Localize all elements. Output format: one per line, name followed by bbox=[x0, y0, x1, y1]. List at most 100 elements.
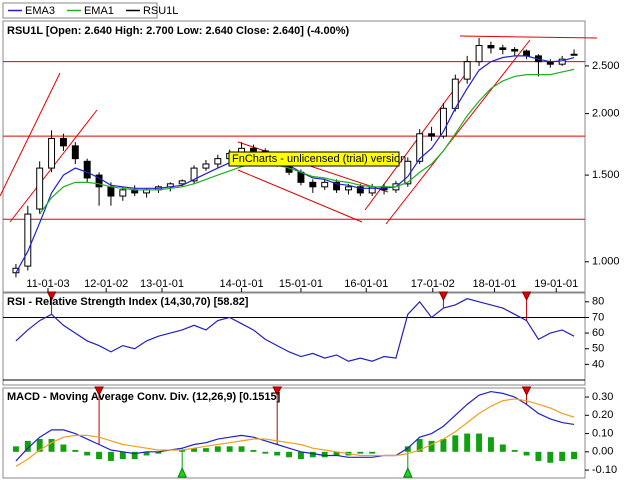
x-tick-label: 14-01-01 bbox=[220, 278, 264, 290]
x-tick-label: 12-01-02 bbox=[84, 278, 128, 290]
histogram-bar bbox=[226, 446, 233, 452]
trial-label: FnCharts - unlicensed (trial) version bbox=[232, 153, 406, 165]
candle-body bbox=[119, 189, 127, 197]
y-tick-label: 0.30 bbox=[592, 391, 613, 403]
candle-body bbox=[570, 53, 578, 56]
candle-body bbox=[202, 163, 210, 169]
histogram-bar bbox=[297, 451, 304, 460]
histogram-bar bbox=[369, 451, 376, 454]
histogram-bar bbox=[107, 451, 114, 461]
y-tick-label: 1.000 bbox=[592, 256, 620, 268]
histogram-bar bbox=[357, 451, 364, 454]
histogram-bar bbox=[84, 451, 91, 456]
histogram-bar bbox=[202, 448, 209, 452]
trend-line bbox=[459, 35, 598, 39]
x-tick-label: 15-01-01 bbox=[279, 278, 323, 290]
macd-line bbox=[15, 390, 575, 462]
candle-body bbox=[24, 213, 32, 267]
x-tick-label: 19-01-01 bbox=[534, 278, 578, 290]
candle-body bbox=[475, 45, 483, 63]
candle-body bbox=[463, 61, 471, 80]
histogram-bar bbox=[24, 440, 31, 452]
histogram-bar bbox=[416, 439, 423, 452]
buy-signal bbox=[403, 466, 413, 478]
sell-signal bbox=[521, 386, 532, 397]
rsi-line bbox=[15, 298, 575, 362]
sell-signal bbox=[521, 291, 532, 302]
y-tick-label: 0.20 bbox=[592, 409, 613, 421]
histogram-bar bbox=[440, 439, 447, 452]
candle-body bbox=[333, 181, 341, 191]
histogram-bar bbox=[547, 451, 554, 463]
histogram-bar bbox=[48, 439, 55, 452]
legend-label: EMA3 bbox=[25, 5, 55, 17]
y-tick-label: 60 bbox=[592, 327, 604, 339]
histogram-bar bbox=[499, 444, 506, 452]
y-tick-label: 50 bbox=[592, 343, 604, 355]
histogram-bar bbox=[250, 449, 257, 452]
x-tick-label: 13-01-01 bbox=[140, 278, 184, 290]
candle-body bbox=[558, 58, 566, 65]
main-title: RSU1L [Open: 2.640 High: 2.700 Low: 2.64… bbox=[7, 25, 349, 37]
histogram-bar bbox=[511, 449, 518, 452]
legend-label: EMA1 bbox=[84, 5, 114, 17]
histogram-bar bbox=[333, 451, 340, 456]
histogram-bar bbox=[487, 437, 494, 452]
histogram-bar bbox=[452, 435, 459, 452]
y-tick-label: 80 bbox=[592, 296, 604, 308]
candle-body bbox=[214, 158, 222, 165]
x-tick-label: 11-01-03 bbox=[26, 278, 69, 290]
candle-body bbox=[321, 181, 329, 188]
histogram-bar bbox=[464, 433, 471, 452]
histogram-bar bbox=[72, 449, 79, 452]
histogram-bar bbox=[262, 451, 269, 454]
histogram-bar bbox=[119, 451, 126, 460]
macd-panel bbox=[2, 387, 586, 479]
candle-body bbox=[249, 147, 257, 152]
histogram-bar bbox=[559, 451, 566, 461]
histogram-bar bbox=[214, 446, 221, 452]
candle-body bbox=[83, 160, 91, 179]
candle-body bbox=[428, 133, 436, 137]
sell-signal bbox=[94, 386, 104, 397]
histogram-bar bbox=[143, 451, 150, 456]
histogram-bar bbox=[238, 446, 245, 452]
candle-body bbox=[48, 138, 56, 169]
candle-body bbox=[95, 174, 103, 188]
rsi-title: RSI - Relative Strength Index (14,30,70)… bbox=[7, 296, 249, 308]
histogram-bar bbox=[60, 444, 67, 452]
legend-label: RSU1L bbox=[143, 5, 178, 17]
histogram-bar bbox=[36, 439, 43, 452]
y-tick-label: 40 bbox=[592, 358, 604, 370]
histogram-bar bbox=[131, 451, 138, 460]
ema-line bbox=[15, 55, 575, 274]
candle-body bbox=[190, 167, 198, 182]
y-tick-label: 1.500 bbox=[592, 169, 620, 181]
sell-signal bbox=[272, 386, 282, 397]
y-tick-label: 0.10 bbox=[592, 427, 613, 439]
histogram-bar bbox=[428, 440, 435, 452]
candle-body bbox=[36, 167, 44, 210]
candle-body bbox=[416, 133, 424, 162]
x-tick-label: 16-01-01 bbox=[344, 278, 388, 290]
histogram-bar bbox=[535, 451, 542, 461]
x-tick-label: 18-01-01 bbox=[472, 278, 516, 290]
histogram-bar bbox=[523, 451, 530, 456]
y-tick-label: 2.000 bbox=[592, 108, 620, 120]
trend-line bbox=[237, 169, 363, 223]
trend-line bbox=[385, 39, 531, 225]
y-tick-label: 70 bbox=[592, 311, 604, 323]
plot: 1.000 1.500 2.000 2.500 40 50 60 70 80 -0.10 0.00 0… bbox=[3, 37, 620, 478]
histogram-bar bbox=[321, 451, 328, 458]
sell-signal bbox=[46, 291, 57, 302]
histogram-bar bbox=[12, 446, 19, 452]
y-tick-label: -0.10 bbox=[592, 464, 617, 476]
y-tick-label: 2.500 bbox=[592, 60, 620, 72]
macd-title: MACD - Moving Average Conv. Div. (12,26,… bbox=[7, 391, 281, 403]
candle-body bbox=[178, 180, 186, 185]
histogram-bar bbox=[191, 448, 198, 452]
candle-body bbox=[487, 45, 495, 49]
ema-line bbox=[39, 68, 575, 215]
candle-body bbox=[309, 181, 317, 188]
macd-line bbox=[15, 398, 575, 467]
